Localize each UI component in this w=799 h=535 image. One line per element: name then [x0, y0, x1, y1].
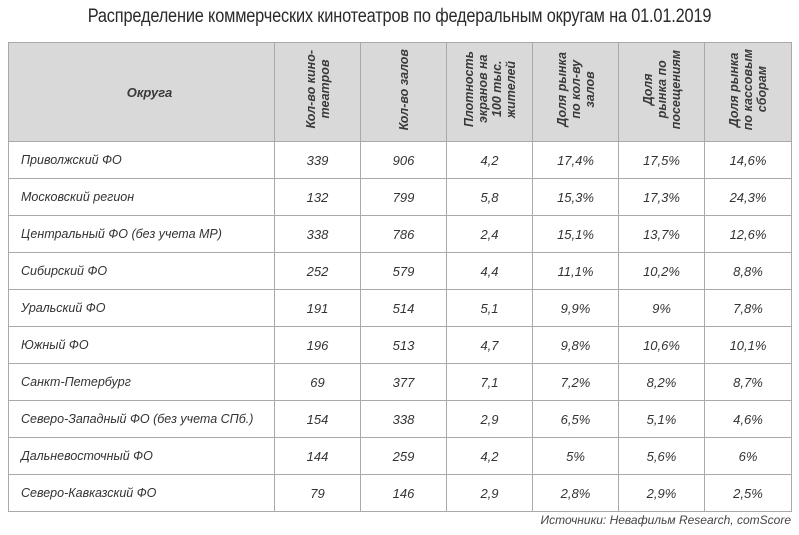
- share-halls: 7,2%: [532, 363, 619, 401]
- region-name: Северо-Кавказский ФО: [8, 474, 275, 512]
- share-boxoffice: 7,8%: [704, 289, 792, 327]
- region-name: Дальневосточный ФО: [8, 437, 275, 475]
- share-attendance: 17,5%: [618, 141, 705, 179]
- share-attendance: 10,6%: [618, 326, 705, 364]
- share-halls: 9,8%: [532, 326, 619, 364]
- halls-count: 906: [360, 141, 447, 179]
- screen-density: 7,1: [446, 363, 533, 401]
- share-boxoffice: 10,1%: [704, 326, 792, 364]
- halls-count: 514: [360, 289, 447, 327]
- screen-density: 4,4: [446, 252, 533, 290]
- table-row: Санкт-Петербург 69 377 7,1 7,2% 8,2% 8,7…: [8, 363, 792, 401]
- screen-density: 5,1: [446, 289, 533, 327]
- share-attendance: 9%: [618, 289, 705, 327]
- cinemas-count: 339: [274, 141, 361, 179]
- share-boxoffice: 24,3%: [704, 178, 792, 216]
- column-header-share-attendance: Доля рынка по посещениям: [618, 42, 705, 142]
- region-name: Санкт-Петербург: [8, 363, 275, 401]
- table-header-row: Округа Кол-во кино- театров Кол-во залов…: [8, 42, 792, 142]
- column-header-okruga: Округа: [8, 42, 275, 142]
- column-header-halls: Кол-во залов: [360, 42, 447, 142]
- share-attendance: 5,6%: [618, 437, 705, 475]
- cinema-distribution-table: Округа Кол-во кино- театров Кол-во залов…: [8, 42, 792, 512]
- screen-density: 4,7: [446, 326, 533, 364]
- share-boxoffice: 4,6%: [704, 400, 792, 438]
- share-halls: 9,9%: [532, 289, 619, 327]
- cinemas-count: 79: [274, 474, 361, 512]
- screen-density: 5,8: [446, 178, 533, 216]
- table-row: Северо-Кавказский ФО 79 146 2,9 2,8% 2,9…: [8, 474, 792, 512]
- page-title: Распределение коммерческих кинотеатров п…: [87, 6, 712, 27]
- table-row: Приволжский ФО 339 906 4,2 17,4% 17,5% 1…: [8, 141, 792, 179]
- column-header-share-halls: Доля рынка по кол-ву залов: [532, 42, 619, 142]
- region-name: Центральный ФО (без учета МР): [8, 215, 275, 253]
- screen-density: 2,9: [446, 474, 533, 512]
- cinemas-count: 191: [274, 289, 361, 327]
- cinemas-count: 154: [274, 400, 361, 438]
- cinemas-count: 144: [274, 437, 361, 475]
- cinemas-count: 132: [274, 178, 361, 216]
- halls-count: 799: [360, 178, 447, 216]
- share-attendance: 8,2%: [618, 363, 705, 401]
- table-row: Центральный ФО (без учета МР) 338 786 2,…: [8, 215, 792, 253]
- table-row: Сибирский ФО 252 579 4,4 11,1% 10,2% 8,8…: [8, 252, 792, 290]
- share-attendance: 17,3%: [618, 178, 705, 216]
- table-row: Северо-Западный ФО (без учета СПб.) 154 …: [8, 400, 792, 438]
- cinemas-count: 338: [274, 215, 361, 253]
- halls-count: 377: [360, 363, 447, 401]
- share-halls: 6,5%: [532, 400, 619, 438]
- halls-count: 513: [360, 326, 447, 364]
- table-row: Уральский ФО 191 514 5,1 9,9% 9% 7,8%: [8, 289, 792, 327]
- source-note: Источники: Невафильм Research, comScore: [540, 513, 791, 527]
- table-row: Южный ФО 196 513 4,7 9,8% 10,6% 10,1%: [8, 326, 792, 364]
- table-row: Московский регион 132 799 5,8 15,3% 17,3…: [8, 178, 792, 216]
- share-attendance: 13,7%: [618, 215, 705, 253]
- table-row: Дальневосточный ФО 144 259 4,2 5% 5,6% 6…: [8, 437, 792, 475]
- halls-count: 786: [360, 215, 447, 253]
- region-name: Уральский ФО: [8, 289, 275, 327]
- share-attendance: 10,2%: [618, 252, 705, 290]
- share-halls: 15,1%: [532, 215, 619, 253]
- halls-count: 579: [360, 252, 447, 290]
- share-halls: 11,1%: [532, 252, 619, 290]
- share-halls: 5%: [532, 437, 619, 475]
- region-name: Южный ФО: [8, 326, 275, 364]
- share-halls: 17,4%: [532, 141, 619, 179]
- screen-density: 2,4: [446, 215, 533, 253]
- region-name: Северо-Западный ФО (без учета СПб.): [8, 400, 275, 438]
- screen-density: 4,2: [446, 141, 533, 179]
- share-boxoffice: 2,5%: [704, 474, 792, 512]
- cinemas-count: 196: [274, 326, 361, 364]
- share-attendance: 5,1%: [618, 400, 705, 438]
- share-halls: 2,8%: [532, 474, 619, 512]
- region-name: Сибирский ФО: [8, 252, 275, 290]
- screen-density: 2,9: [446, 400, 533, 438]
- region-name: Приволжский ФО: [8, 141, 275, 179]
- share-boxoffice: 6%: [704, 437, 792, 475]
- halls-count: 259: [360, 437, 447, 475]
- share-boxoffice: 8,8%: [704, 252, 792, 290]
- halls-count: 338: [360, 400, 447, 438]
- column-header-share-boxoffice: Доля рынка по кассовым сборам: [704, 42, 792, 142]
- region-name: Московский регион: [8, 178, 275, 216]
- cinemas-count: 69: [274, 363, 361, 401]
- screen-density: 4,2: [446, 437, 533, 475]
- share-boxoffice: 12,6%: [704, 215, 792, 253]
- column-header-screen-density: Плотность экранов на 100 тыс. жителей: [446, 42, 533, 142]
- halls-count: 146: [360, 474, 447, 512]
- cinemas-count: 252: [274, 252, 361, 290]
- share-halls: 15,3%: [532, 178, 619, 216]
- share-boxoffice: 8,7%: [704, 363, 792, 401]
- column-header-cinemas: Кол-во кино- театров: [274, 42, 361, 142]
- share-boxoffice: 14,6%: [704, 141, 792, 179]
- share-attendance: 2,9%: [618, 474, 705, 512]
